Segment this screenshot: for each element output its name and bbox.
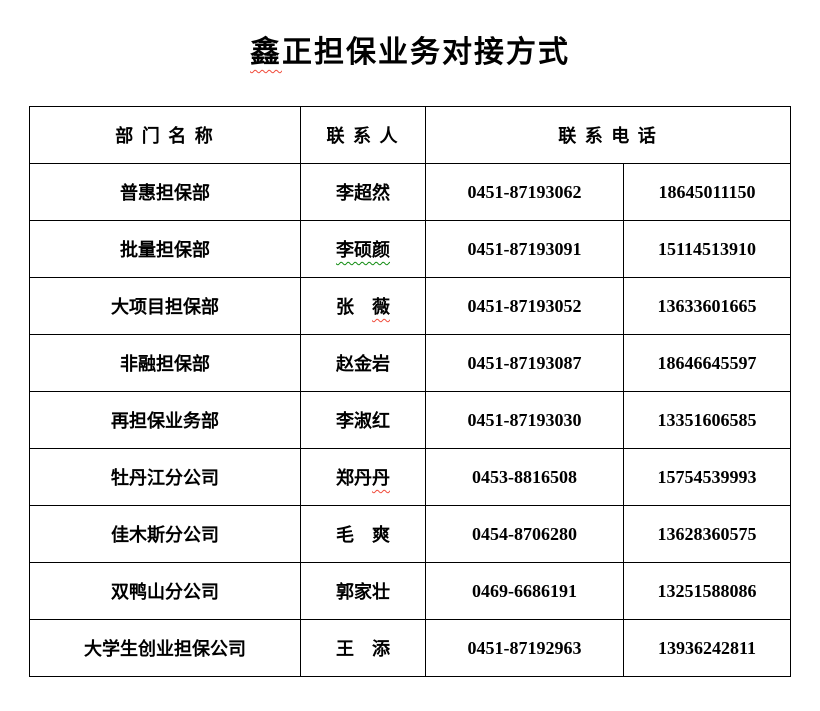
office-phone-cell: 0453-8816508 — [425, 448, 624, 506]
mobile-phone-cell: 15114513910 — [623, 220, 791, 278]
department-cell: 大学生创业担保公司 — [29, 619, 301, 677]
table-row: 大学生创业担保公司 王 添 0451-87192963 13936242811 — [29, 619, 791, 677]
contact-name-cell: 张 薇 — [300, 277, 426, 335]
text-segment: 王 添 — [336, 639, 390, 659]
page-title: 鑫正担保业务对接方式 — [0, 27, 820, 71]
contact-name-cell: 郭家壮 — [300, 562, 426, 620]
text-segment: 李淑红 — [336, 411, 390, 431]
header-phone: 联 系 电 话 — [425, 106, 791, 164]
contact-name-cell: 毛 爽 — [300, 505, 426, 563]
table-row: 大项目担保部 张 薇 0451-87193052 13633601665 — [29, 277, 791, 335]
header-contact: 联 系 人 — [300, 106, 426, 164]
text-segment: 毛 爽 — [336, 525, 390, 545]
contact-name-cell: 李硕颜 — [300, 220, 426, 278]
department-cell: 非融担保部 — [29, 334, 301, 392]
text-segment: 郭家壮 — [336, 582, 390, 602]
spellcheck-marked-text: 丹 — [372, 468, 390, 488]
text-segment: 张 — [336, 297, 372, 317]
department-cell: 批量担保部 — [29, 220, 301, 278]
contact-name-cell: 李淑红 — [300, 391, 426, 449]
mobile-phone-cell: 13628360575 — [623, 505, 791, 563]
mobile-phone-cell: 13936242811 — [623, 619, 791, 677]
department-cell: 大项目担保部 — [29, 277, 301, 335]
table-row: 佳木斯分公司 毛 爽 0454-8706280 13628360575 — [29, 505, 791, 563]
office-phone-cell: 0451-87193030 — [425, 391, 624, 449]
department-cell: 牡丹江分公司 — [29, 448, 301, 506]
department-cell: 普惠担保部 — [29, 163, 301, 221]
table-row: 牡丹江分公司 郑丹丹 0453-8816508 15754539993 — [29, 448, 791, 506]
text-segment: 赵金岩 — [336, 354, 390, 374]
office-phone-cell: 0451-87193062 — [425, 163, 624, 221]
office-phone-cell: 0451-87193091 — [425, 220, 624, 278]
spellcheck-marked-text: 薇 — [372, 297, 390, 317]
mobile-phone-cell: 13351606585 — [623, 391, 791, 449]
table-row: 非融担保部 赵金岩 0451-87193087 18646645597 — [29, 334, 791, 392]
office-phone-cell: 0469-6686191 — [425, 562, 624, 620]
office-phone-cell: 0454-8706280 — [425, 505, 624, 563]
mobile-phone-cell: 18645011150 — [623, 163, 791, 221]
spellcheck-marked-text: 李硕颜 — [336, 240, 390, 260]
department-cell: 佳木斯分公司 — [29, 505, 301, 563]
office-phone-cell: 0451-87193052 — [425, 277, 624, 335]
table-row: 双鸭山分公司 郭家壮 0469-6686191 13251588086 — [29, 562, 791, 620]
office-phone-cell: 0451-87193087 — [425, 334, 624, 392]
office-phone-cell: 0451-87192963 — [425, 619, 624, 677]
mobile-phone-cell: 15754539993 — [623, 448, 791, 506]
contact-name-cell: 王 添 — [300, 619, 426, 677]
spellcheck-marked-text: 鑫 — [250, 36, 282, 69]
contact-table: 部 门 名 称 联 系 人 联 系 电 话 普惠担保部 李超然 0451-871… — [29, 106, 791, 677]
mobile-phone-cell: 18646645597 — [623, 334, 791, 392]
mobile-phone-cell: 13251588086 — [623, 562, 791, 620]
header-department: 部 门 名 称 — [29, 106, 301, 164]
table-row: 再担保业务部 李淑红 0451-87193030 13351606585 — [29, 391, 791, 449]
contact-name-cell: 赵金岩 — [300, 334, 426, 392]
text-segment: 正担保业务对接方式 — [282, 36, 570, 69]
text-segment: 李超然 — [336, 183, 390, 203]
text-segment: 郑丹 — [336, 468, 372, 488]
department-cell: 双鸭山分公司 — [29, 562, 301, 620]
contact-name-cell: 郑丹丹 — [300, 448, 426, 506]
mobile-phone-cell: 13633601665 — [623, 277, 791, 335]
table-header-row: 部 门 名 称 联 系 人 联 系 电 话 — [29, 106, 791, 164]
table-row: 批量担保部 李硕颜 0451-87193091 15114513910 — [29, 220, 791, 278]
contact-name-cell: 李超然 — [300, 163, 426, 221]
table-row: 普惠担保部 李超然 0451-87193062 18645011150 — [29, 163, 791, 221]
department-cell: 再担保业务部 — [29, 391, 301, 449]
